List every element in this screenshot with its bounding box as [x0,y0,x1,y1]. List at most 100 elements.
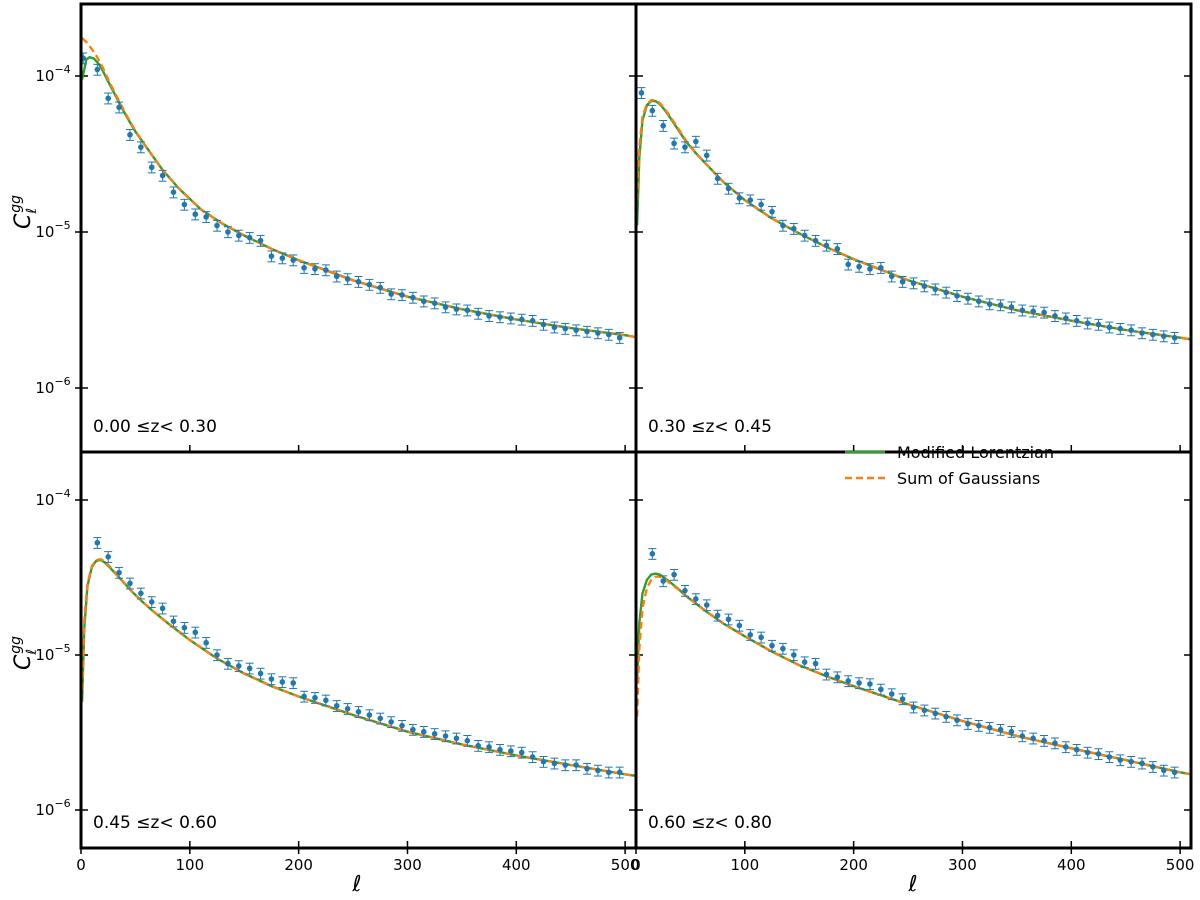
data-point [93,537,102,549]
y-axis-label-top-sub: ℓ [24,208,40,215]
panel-1: 10−6 10−5 10−4 0.00 ≤z< 0.30 [35,2,638,454]
data-point [245,231,254,244]
panel-3: 0 100 200 300 400 500 10−6 10−5 10−4 0.45 ≤z< 0.6… [35,450,639,874]
data-point [648,548,657,560]
panel-4: 0 100 200 300 400 500 0.60 ≤z< 0.80 [631,450,1194,874]
data-point [670,568,679,581]
data-point [1007,301,1016,314]
data-point [125,129,134,141]
data-point [920,704,929,717]
data-point [789,649,798,662]
data-point [702,599,711,612]
data-point [387,716,396,729]
data-point [887,270,896,283]
data-point [1159,764,1168,777]
panel-frame [634,450,1193,850]
data-point [398,289,407,302]
data-point [191,208,200,221]
data-point [855,677,864,690]
data-point [147,596,156,609]
axis-labels: ℓ ℓ Cℓgg Cℓgg [8,195,918,897]
data-point [180,622,189,634]
panel-label: 0.45 ≤z< 0.60 [93,813,217,833]
data-point [1138,757,1147,770]
data-point [833,243,842,255]
data-point [680,141,689,154]
data-point [757,631,766,644]
data-point [332,700,341,712]
data-point [572,759,581,772]
data-point [811,234,820,247]
data-point [604,766,613,779]
data-point [702,149,711,162]
data-point [833,671,842,684]
data-point [408,723,417,736]
data-point [495,311,504,324]
data-point [942,711,951,723]
data-point [376,281,385,294]
data-point [1007,726,1016,738]
x-tick-label: 200 [839,856,868,874]
data-point [561,759,570,772]
data-point [310,692,319,704]
data-point [289,254,298,267]
data-point [789,222,798,235]
panel-frame [79,450,638,850]
data-point [125,577,134,590]
data-point [757,198,766,211]
data-point [93,63,102,76]
data-point [321,694,330,707]
data-point [1116,322,1125,335]
data-point [539,318,548,331]
data-point [1072,314,1081,327]
data-point [441,301,450,314]
data-point [463,735,472,747]
data-point [115,101,124,114]
data-point [822,239,831,252]
data-point [517,746,526,759]
data-point [985,298,994,311]
data-point [104,92,113,105]
data-point [637,87,646,99]
data-point [343,703,352,715]
x-tick-label: 300 [393,856,422,874]
data-point [931,283,940,296]
data-point [474,307,483,320]
data-point [267,673,276,686]
data-point [1072,743,1081,756]
data-point [376,712,385,725]
data-point [604,328,613,341]
data-point [800,229,809,242]
data-point [136,141,145,154]
data-point [213,649,222,662]
data-point [1061,741,1070,754]
panel-label: 0.30 ≤z< 0.45 [648,417,772,437]
data-point [550,757,559,770]
series-line-gaussians [636,575,1191,776]
data-point [506,312,515,325]
data-point [474,739,483,752]
data-point [1040,306,1049,319]
data-point [746,194,755,207]
data-point [996,723,1005,736]
data-point [256,234,265,247]
data-point [1040,735,1049,747]
series-line-lorentzian [636,572,1191,776]
data-point [735,619,744,632]
data-point [1018,730,1027,743]
data-point [169,186,178,199]
panel-2: 0.30 ≤z< 0.45 [634,2,1193,454]
data-point [300,262,309,274]
data-point [452,732,461,745]
data-point [691,593,700,606]
data-point [615,766,624,779]
data-point [680,584,689,597]
data-point [963,292,972,305]
panel-label: 0.60 ≤z< 0.80 [648,813,772,833]
data-point [1105,751,1114,764]
data-point [387,288,396,301]
data-point [365,278,374,291]
data-point [1159,330,1168,343]
data-point [180,198,189,211]
x-axis-label-left: ℓ [351,872,361,896]
